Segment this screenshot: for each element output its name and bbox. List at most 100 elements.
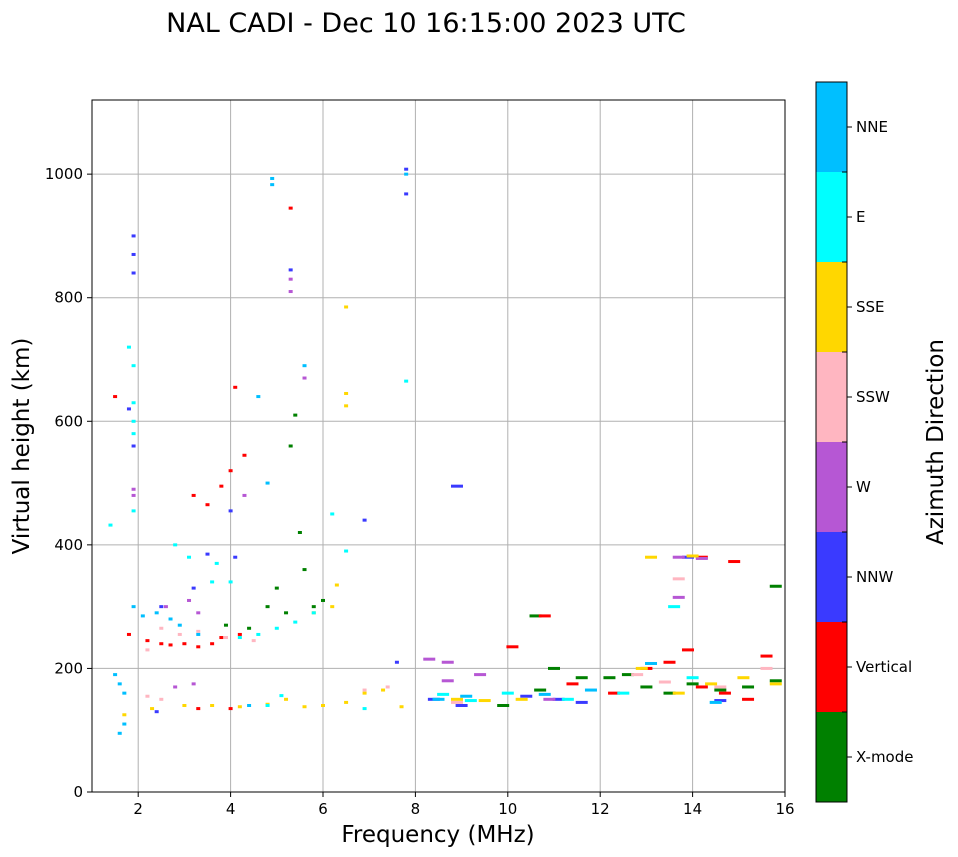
y-tick-label: 400 — [54, 536, 83, 554]
colorbar-frame — [815, 81, 848, 803]
echo-points — [108, 167, 782, 735]
x-tick-label: 2 — [133, 800, 143, 818]
y-tick-label: 600 — [54, 412, 83, 430]
x-tick-label: 14 — [683, 800, 702, 818]
echo-point — [177, 632, 182, 636]
x-tick-label: 16 — [775, 800, 794, 818]
echo-point — [233, 385, 238, 389]
echo-point — [501, 691, 514, 695]
echo-point — [640, 685, 653, 689]
echo-point — [168, 643, 173, 647]
echo-point — [131, 509, 136, 513]
plot-area — [91, 99, 786, 793]
y-axis-ticks: 0 200 400 600 800 1000 — [45, 165, 92, 801]
echo-point — [173, 685, 178, 689]
echo-point — [122, 713, 127, 717]
echo-point — [270, 183, 275, 187]
echo-point — [635, 666, 648, 670]
plot-frame — [91, 99, 786, 793]
echo-point — [196, 645, 201, 649]
colorbar-tick-label: NNE — [856, 118, 888, 136]
echo-point — [311, 605, 316, 609]
x-tick-label: 12 — [591, 800, 610, 818]
echo-point — [145, 694, 150, 698]
echo-point — [210, 704, 215, 707]
echo-point — [228, 469, 233, 473]
echo-point — [131, 234, 136, 238]
echo-point — [256, 395, 261, 399]
echo-point — [441, 660, 454, 664]
echo-point — [205, 552, 210, 556]
x-tick-label: 8 — [411, 800, 421, 818]
echo-point — [464, 699, 477, 703]
echo-point — [297, 531, 302, 534]
echo-point — [455, 704, 468, 707]
echo-point — [270, 176, 275, 180]
echo-point — [441, 679, 454, 683]
chart-title: NAL CADI - Dec 10 16:15:00 2023 UTC — [166, 8, 686, 39]
echo-point — [228, 509, 233, 513]
echo-point — [344, 549, 349, 553]
echo-point — [288, 268, 293, 272]
echo-point — [672, 555, 685, 559]
echo-point — [450, 697, 463, 701]
echo-point — [686, 554, 699, 558]
echo-point — [205, 503, 210, 507]
x-axis-ticks: 2 4 6 8 10 12 14 16 — [133, 792, 795, 818]
echo-point — [362, 518, 367, 522]
echo-point — [237, 705, 242, 709]
echo-point — [344, 700, 349, 704]
echo-point — [247, 704, 252, 707]
echo-point — [214, 561, 219, 565]
echo-point — [344, 391, 349, 395]
echo-point — [274, 626, 279, 630]
echo-point — [742, 685, 755, 689]
echo-point — [233, 555, 238, 559]
echo-point — [515, 697, 528, 701]
echo-point — [288, 206, 293, 210]
echo-point — [288, 277, 293, 281]
echo-point — [108, 523, 113, 527]
echo-point — [686, 682, 699, 686]
echo-point — [223, 623, 228, 627]
echo-point — [760, 666, 773, 670]
echo-point — [159, 605, 164, 609]
echo-point — [113, 395, 118, 399]
echo-point — [168, 617, 173, 621]
colorbar: X-mode Vertical NNW W SSW SSE E NNE — [815, 81, 913, 803]
echo-point — [344, 305, 349, 309]
echo-point — [709, 700, 722, 704]
echo-point — [145, 648, 150, 652]
echo-point — [274, 586, 279, 590]
echo-point — [223, 636, 228, 640]
echo-point — [196, 707, 201, 711]
echo-point — [714, 699, 727, 703]
echo-point — [265, 605, 270, 609]
series-w — [131, 277, 708, 701]
y-tick-label: 800 — [54, 289, 83, 307]
echo-point — [432, 697, 445, 701]
x-tick-label: 4 — [226, 800, 236, 818]
echo-point — [131, 419, 136, 423]
echo-point — [714, 685, 727, 689]
series-ssw — [145, 577, 773, 704]
echo-point — [182, 704, 187, 707]
echo-point — [293, 620, 298, 624]
echo-point — [131, 364, 136, 368]
echo-point — [187, 598, 192, 602]
echo-point — [362, 707, 367, 711]
series-x-mode — [223, 413, 782, 707]
echo-point — [399, 705, 404, 709]
grid-lines — [92, 100, 786, 793]
plot-background — [92, 100, 785, 792]
echo-point — [154, 611, 159, 615]
echo-point — [131, 493, 136, 497]
echo-point — [131, 444, 136, 448]
echo-point — [145, 639, 150, 643]
echo-point — [242, 453, 247, 457]
echo-point — [575, 676, 588, 680]
echo-point — [219, 636, 224, 640]
colorbar-segment — [816, 622, 847, 712]
echo-point — [122, 722, 127, 726]
